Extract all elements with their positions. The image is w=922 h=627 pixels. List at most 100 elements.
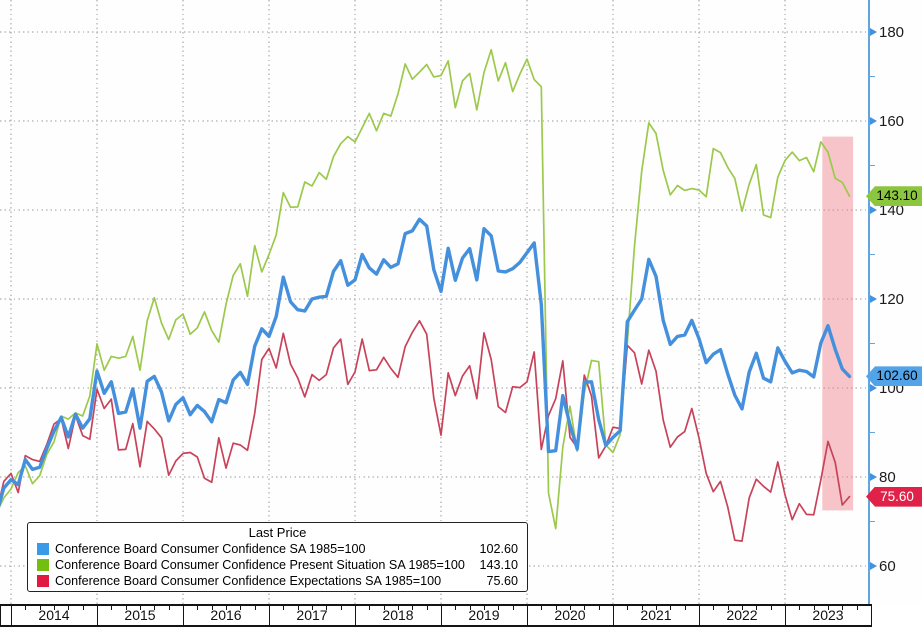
x-axis-separator <box>441 604 443 626</box>
x-axis-minor-tick <box>828 605 829 610</box>
x-axis-minor-tick <box>369 605 371 610</box>
legend-row[interactable]: Conference Board Consumer Confidence SA … <box>37 541 518 557</box>
y-axis-tick-arrow-icon <box>870 294 877 303</box>
x-axis-minor-tick <box>756 605 758 610</box>
last-price-badge-expectations: 75.60 <box>866 486 922 507</box>
x-axis-separator <box>785 604 787 626</box>
x-axis-minor-tick <box>469 605 471 610</box>
x-axis-minor-tick <box>39 605 41 610</box>
x-axis-separator <box>527 604 529 626</box>
x-axis-minor-tick <box>627 605 629 610</box>
x-axis-year-label: 2019 <box>468 607 500 623</box>
series-line <box>0 48 851 530</box>
plot-area[interactable] <box>0 0 868 604</box>
series-color-swatch-icon <box>37 575 49 587</box>
y-axis-minor-tick <box>868 75 875 78</box>
x-axis-separator <box>0 604 2 626</box>
x-axis-minor-tick <box>226 605 227 610</box>
y-axis-minor-tick <box>868 520 875 523</box>
x-axis-minor-tick <box>512 605 514 610</box>
x-axis-minor-tick <box>742 605 743 610</box>
x-axis-minor-tick <box>312 605 313 610</box>
x-axis-year-label: 2018 <box>382 607 414 623</box>
x-axis-year-label: 2020 <box>554 607 586 623</box>
last-price-badge-present-situation: 143.10 <box>866 186 922 207</box>
x-axis-minor-tick <box>197 605 199 610</box>
chart-canvas[interactable] <box>0 0 868 604</box>
x-axis-minor-tick <box>140 605 141 610</box>
x-axis-minor-tick <box>154 605 156 610</box>
x-axis-year-label: 2015 <box>124 607 156 623</box>
x-axis-year-label: 2016 <box>210 607 242 623</box>
x-axis-minor-tick <box>398 605 399 610</box>
x-axis-separator <box>11 604 13 626</box>
legend-series-value: 75.60 <box>486 574 518 588</box>
legend-series-value: 102.60 <box>479 542 518 556</box>
x-axis-minor-tick <box>770 605 772 610</box>
y-axis-tick-arrow-icon <box>870 472 877 481</box>
x-axis-minor-tick <box>713 605 715 610</box>
y-axis-minor-tick <box>868 342 875 345</box>
y-axis-tick-label: 180 <box>879 23 905 41</box>
x-axis-minor-tick <box>641 605 643 610</box>
x-axis-minor-tick <box>498 605 500 610</box>
x-axis-separator <box>183 604 185 626</box>
legend-series-value: 143.10 <box>479 558 518 572</box>
y-axis-tick-arrow-icon <box>870 116 877 125</box>
series-line <box>0 217 852 508</box>
x-axis-minor-tick <box>570 605 571 610</box>
x-axis-separator <box>269 604 271 626</box>
legend-row[interactable]: Conference Board Consumer Confidence Exp… <box>37 573 518 589</box>
x-axis-minor-tick <box>326 605 328 610</box>
x-axis-bottom-border <box>0 625 872 627</box>
x-axis-minor-tick <box>383 605 385 610</box>
x-axis-year-label: 2017 <box>296 607 328 623</box>
x-axis-minor-tick <box>412 605 414 610</box>
legend-row[interactable]: Conference Board Consumer Confidence Pre… <box>37 557 518 573</box>
x-axis-year-label: 2021 <box>640 607 672 623</box>
y-axis-tick-label: 120 <box>879 290 905 308</box>
legend-series-label: Conference Board Consumer Confidence SA … <box>55 542 366 556</box>
y-axis-tick-label: 60 <box>879 557 896 575</box>
series-color-swatch-icon <box>37 559 49 571</box>
x-axis-minor-tick <box>555 605 557 610</box>
y-axis-tick-arrow-icon <box>870 205 877 214</box>
x-axis-minor-tick <box>25 605 27 610</box>
x-axis-minor-tick <box>541 605 543 610</box>
legend-series-label: Conference Board Consumer Confidence Pre… <box>55 558 465 572</box>
x-axis-minor-tick <box>340 605 342 610</box>
y-axis-minor-tick <box>868 431 875 434</box>
x-axis-minor-tick <box>168 605 170 610</box>
x-axis-minor-tick <box>283 605 285 610</box>
x-axis-line <box>0 604 872 606</box>
x-axis-minor-tick <box>842 605 844 610</box>
x-axis-minor-tick <box>484 605 485 610</box>
x-axis-minor-tick <box>68 605 70 610</box>
series-color-swatch-icon <box>37 543 49 555</box>
x-axis-minor-tick <box>598 605 600 610</box>
x-axis-year-label: 2014 <box>38 607 70 623</box>
legend-box: Last Price Conference Board Consumer Con… <box>27 522 528 592</box>
x-axis-minor-tick <box>254 605 256 610</box>
x-axis-minor-tick <box>656 605 657 610</box>
x-axis-minor-tick <box>684 605 686 610</box>
x-axis-separator <box>613 604 615 626</box>
legend-title: Last Price <box>248 525 307 540</box>
x-axis-separator <box>97 604 99 626</box>
last-price-badge-headline: 102.60 <box>866 366 922 387</box>
y-axis-minor-tick <box>868 164 875 167</box>
x-axis-minor-tick <box>297 605 299 610</box>
x-axis-minor-tick <box>54 605 55 610</box>
x-axis-year-label: 2022 <box>726 607 758 623</box>
x-axis-minor-tick <box>240 605 242 610</box>
right-y-axis: 180 160 140 120 100 80 60 <box>868 0 922 627</box>
y-axis-tick-label: 160 <box>879 112 905 130</box>
y-axis-tick-arrow-icon <box>870 383 877 392</box>
x-axis-year-label: 2023 <box>812 607 844 623</box>
x-axis-minor-tick <box>211 605 213 610</box>
x-axis-minor-tick <box>82 605 84 610</box>
x-axis-minor-tick <box>426 605 428 610</box>
y-axis-tick-arrow-icon <box>870 27 877 36</box>
x-axis-minor-tick <box>856 605 858 610</box>
y-axis-spine <box>868 0 870 604</box>
